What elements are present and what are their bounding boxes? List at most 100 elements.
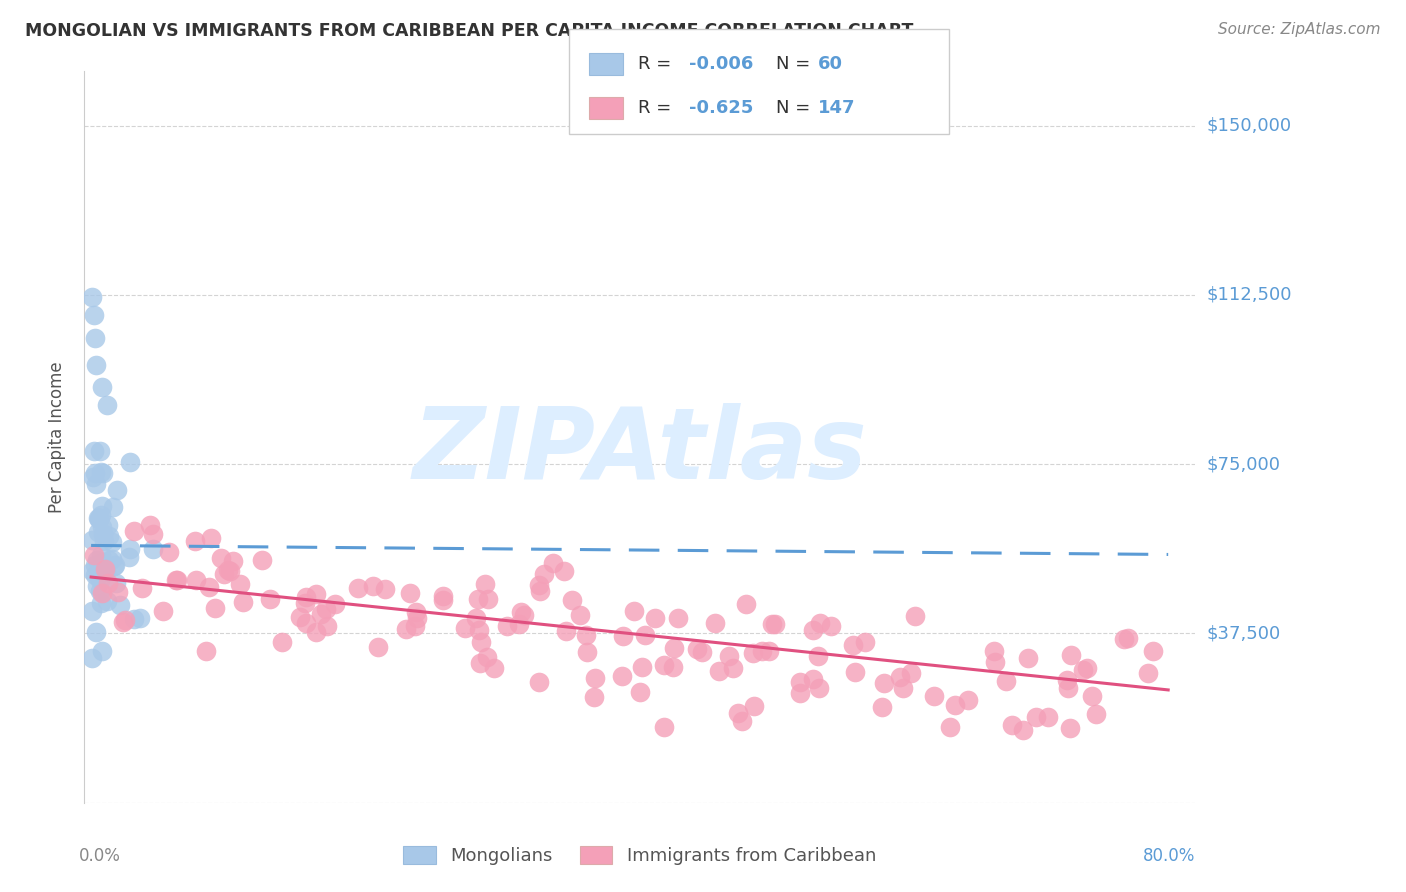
Point (166, 574, 188, 588)
Point (853, 635, 876, 649)
Point (89, 566, 111, 580)
Point (723, 661, 745, 675)
Point (690, 645, 713, 659)
Point (87, 512, 110, 526)
Point (83, 308, 105, 322)
Text: $150,000: $150,000 (1206, 117, 1291, 135)
Point (904, 608, 927, 623)
Point (1001, 718, 1024, 732)
Point (90, 380, 112, 394)
Text: 60: 60 (818, 54, 844, 73)
Point (631, 660, 654, 674)
Point (533, 566, 555, 581)
Point (527, 578, 550, 592)
Point (709, 664, 731, 678)
Point (197, 581, 219, 595)
Point (662, 640, 685, 655)
Text: N =: N = (776, 54, 815, 73)
Point (91, 585, 114, 599)
Point (288, 609, 311, 624)
Point (315, 602, 337, 616)
Point (91, 555, 114, 569)
Point (1025, 710, 1047, 724)
Point (569, 607, 592, 622)
Point (124, 612, 146, 626)
Point (82, 564, 104, 578)
Point (250, 552, 273, 566)
Point (555, 624, 578, 638)
Point (956, 693, 979, 707)
Point (124, 524, 146, 539)
Point (232, 595, 254, 609)
Point (844, 665, 866, 679)
Point (1137, 666, 1160, 681)
Point (194, 644, 217, 658)
Point (628, 685, 651, 699)
Point (323, 597, 346, 611)
Text: N =: N = (776, 99, 815, 117)
Point (529, 584, 551, 599)
Point (889, 670, 911, 684)
Point (82, 469, 104, 483)
Point (807, 648, 830, 663)
Point (347, 582, 370, 596)
Point (474, 577, 496, 591)
Point (112, 615, 135, 629)
Point (891, 681, 914, 695)
Point (82, 650, 104, 665)
Point (259, 592, 281, 607)
Point (157, 544, 180, 558)
Text: 80.0%: 80.0% (1143, 847, 1195, 864)
Point (1017, 650, 1039, 665)
Point (84, 331, 107, 345)
Point (90, 465, 112, 479)
Point (82, 604, 104, 618)
Point (128, 611, 150, 625)
Point (561, 593, 583, 607)
Point (1059, 648, 1081, 662)
Text: $37,500: $37,500 (1206, 624, 1281, 642)
Point (1116, 631, 1139, 645)
Point (686, 642, 709, 657)
Text: -0.006: -0.006 (689, 54, 754, 73)
Point (808, 681, 831, 695)
Point (399, 586, 422, 600)
Point (1059, 721, 1081, 735)
Point (477, 592, 499, 607)
Point (583, 672, 606, 686)
Point (513, 608, 536, 623)
Point (209, 550, 232, 565)
Point (432, 592, 454, 607)
Point (758, 644, 780, 658)
Point (93, 563, 115, 577)
Point (612, 669, 634, 683)
Point (142, 541, 165, 556)
Point (82, 290, 104, 304)
Point (1011, 723, 1033, 738)
Point (612, 629, 634, 643)
Point (204, 601, 226, 615)
Point (1056, 673, 1078, 687)
Point (315, 619, 337, 633)
Point (86, 579, 108, 593)
Text: R =: R = (638, 54, 678, 73)
Point (666, 611, 689, 625)
Point (1076, 661, 1098, 675)
Point (405, 605, 427, 619)
Point (652, 657, 675, 672)
Point (90, 596, 112, 610)
Point (295, 616, 318, 631)
Point (1038, 710, 1060, 724)
Point (93, 533, 115, 548)
Text: MONGOLIAN VS IMMIGRANTS FROM CARIBBEAN PER CAPITA INCOME CORRELATION CHART: MONGOLIAN VS IMMIGRANTS FROM CARIBBEAN P… (25, 22, 914, 40)
Point (87, 567, 110, 582)
Point (91, 466, 114, 480)
Point (662, 659, 685, 673)
Point (94, 564, 117, 578)
Point (731, 714, 754, 728)
Point (131, 582, 153, 596)
Point (90, 508, 112, 522)
Point (304, 624, 326, 639)
Point (870, 700, 893, 714)
Point (454, 621, 477, 635)
